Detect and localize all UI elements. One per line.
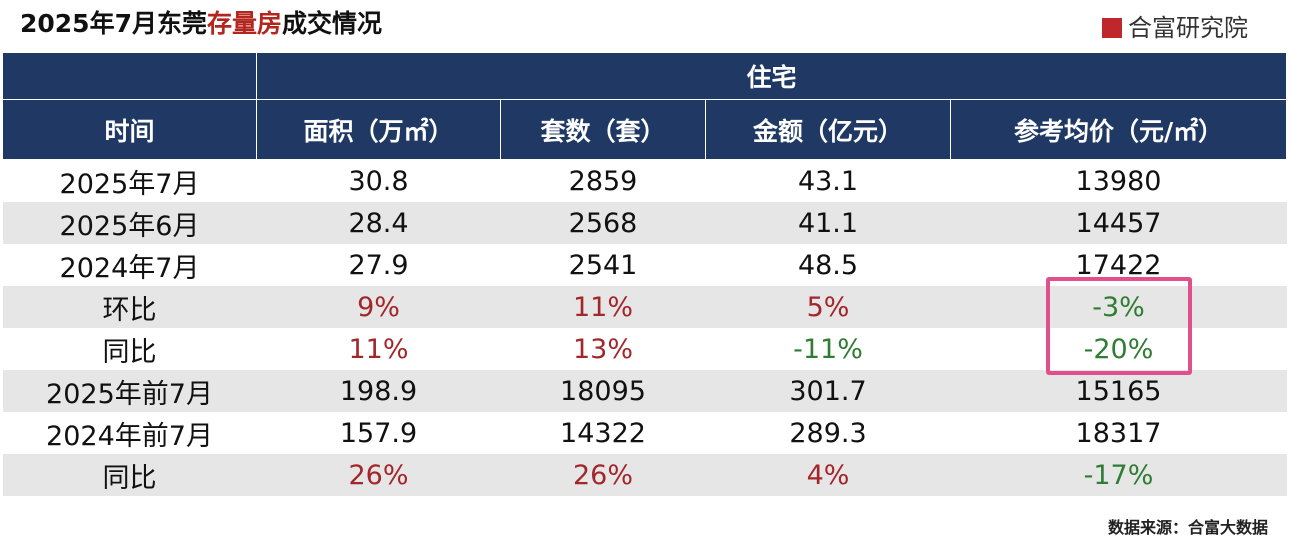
logo-icon <box>1102 18 1122 38</box>
table-row: 同比 11% 13% -11% -20% <box>3 328 1287 370</box>
cell: 15165 <box>950 370 1287 412</box>
cell: 4% <box>705 454 951 496</box>
cell: 27.9 <box>348 249 409 281</box>
cell: 28.4 <box>256 202 501 244</box>
cell: 2541 <box>568 249 638 281</box>
highlight-box <box>1046 277 1192 375</box>
cell: 11% <box>500 286 706 328</box>
title: 2025年7月东莞存量房成交情况 <box>20 4 382 40</box>
title-part: 成交情况 <box>282 9 383 38</box>
column-header: 时间 <box>2 99 257 160</box>
cell: 13% <box>572 333 633 365</box>
data-table: 住宅 时间 面积（万㎡） 套数（套） 金额（亿元） 参考均价（元/㎡） 2025年7月 3… <box>2 52 1288 496</box>
cell: 43.1 <box>797 165 859 197</box>
cell: 198.9 <box>256 370 501 412</box>
column-header: 面积（万㎡） <box>256 99 501 160</box>
row-label: 2024年前7月 <box>46 420 213 452</box>
table-row: 同比 26% 26% 4% -17% <box>2 454 1287 496</box>
cell: -17% <box>950 454 1287 496</box>
cell: 11% <box>348 333 409 365</box>
group-header: 住宅 <box>255 52 1288 100</box>
cell: -20% <box>1083 333 1154 365</box>
cell: -3% <box>950 286 1287 328</box>
cell: 13980 <box>1075 165 1162 197</box>
cell: 5% <box>705 286 951 328</box>
row-label: 同比 <box>2 454 257 496</box>
table-row: 2025年前7月 198.9 18095 301.7 15165 <box>2 370 1287 412</box>
logo-text: 合富研究院 <box>1128 14 1248 42</box>
cell: 26% <box>500 454 706 496</box>
column-header: 金额（亿元） <box>705 99 951 160</box>
cell: 301.7 <box>705 370 951 412</box>
cell: 2859 <box>568 165 638 197</box>
row-label: 2025年6月 <box>2 202 257 244</box>
cell: 48.5 <box>797 249 859 281</box>
corner <box>2 52 257 100</box>
row-label: 同比 <box>102 336 157 368</box>
cell: 17422 <box>1075 249 1162 281</box>
row-label: 环比 <box>2 286 257 328</box>
table-row: 2025年6月 28.4 2568 41.1 14457 <box>2 202 1287 244</box>
cell: 289.3 <box>789 417 867 449</box>
table-row: 2024年7月 27.9 2541 48.5 17422 <box>3 244 1287 286</box>
cell: 30.8 <box>348 165 409 197</box>
cell: 18095 <box>500 370 706 412</box>
cell: 9% <box>256 286 501 328</box>
table-row: 2025年7月 30.8 2859 43.1 13980 <box>3 160 1287 203</box>
column-header: 套数（套） <box>500 99 706 160</box>
table-row: 环比 9% 11% 5% -3% <box>2 286 1287 328</box>
cell: -11% <box>793 333 863 365</box>
title-part: 2025年7月东莞 <box>20 9 207 38</box>
cell: 14322 <box>560 417 646 449</box>
row-label: 2025年前7月 <box>2 370 257 412</box>
logo: 合富研究院 <box>1102 8 1248 43</box>
cell: 41.1 <box>705 202 951 244</box>
cell: 18317 <box>1075 417 1162 449</box>
cell: 26% <box>256 454 501 496</box>
row-label: 2024年7月 <box>59 252 200 284</box>
title-highlight: 存量房 <box>206 9 282 38</box>
table-row: 2024年前7月 157.9 14322 289.3 18317 <box>3 412 1287 454</box>
source: 数据来源：合富大数据 <box>1107 518 1268 537</box>
row-label: 2025年7月 <box>59 168 200 200</box>
cell: 2568 <box>500 202 706 244</box>
column-header: 参考均价（元/㎡） <box>949 99 1288 160</box>
cell: 157.9 <box>339 417 418 449</box>
cell: 14457 <box>950 202 1287 244</box>
